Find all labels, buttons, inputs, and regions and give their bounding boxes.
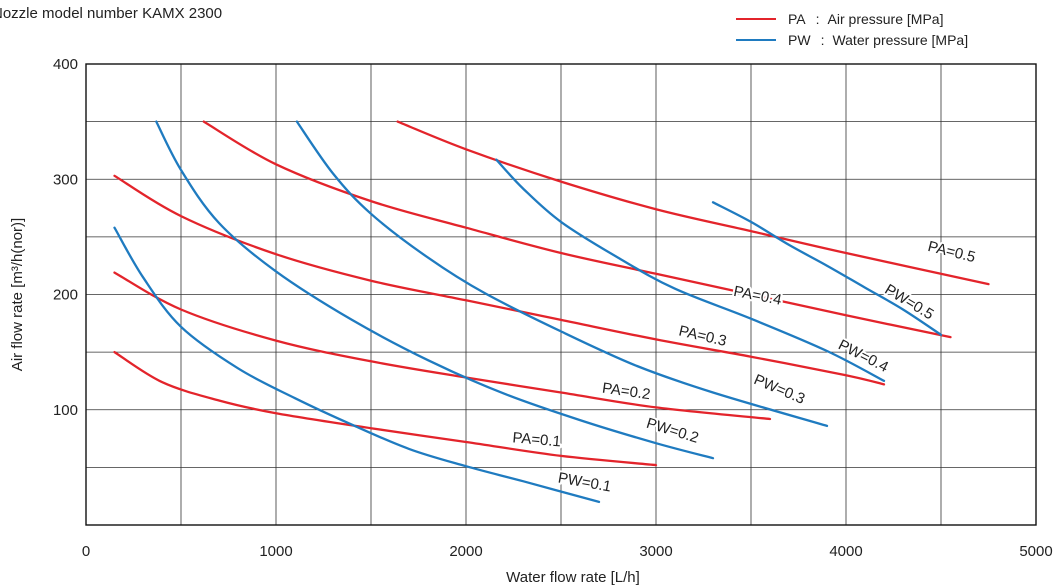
series-line-pw-0-1 [113, 226, 601, 504]
y-axis-label: Air flow rate [m³/h(nor)] [9, 218, 26, 371]
legend-code-pa: PA [788, 10, 806, 27]
y-tick-label: 100 [53, 402, 78, 419]
y-tick-label: 400 [53, 56, 78, 73]
series-line-pa-0-1 [113, 350, 658, 467]
x-tick-label: 0 [82, 543, 90, 560]
curve-label-pw-0-3: PW=0.3 [751, 371, 807, 408]
legend-desc-pw: Water pressure [MPa] [832, 31, 969, 48]
series-line-pw-0-3 [295, 120, 829, 428]
legend-swatch-pw [736, 38, 776, 41]
x-tick-label: 5000 [1019, 543, 1052, 560]
series-line-pa-0-5 [396, 120, 990, 286]
legend-sep-pw: : [820, 31, 825, 48]
series-line-pw-0-4 [495, 158, 886, 383]
series-line-pa-0-2 [113, 271, 772, 421]
y-tick-label: 200 [53, 287, 78, 304]
curve-label-pa-0-5: PA=0.5 [926, 238, 977, 266]
plot-frame [85, 63, 1037, 526]
series-line-pw-0-2 [155, 120, 715, 460]
legend: PA : Air pressure [MPa] PW : Water press… [736, 8, 968, 50]
legend-item-pa: PA : Air pressure [MPa] [736, 8, 968, 29]
series-line-pw-0-5 [711, 201, 943, 336]
legend-code-pw: PW [788, 31, 811, 48]
legend-desc-pa: Air pressure [MPa] [827, 10, 944, 27]
curve-label-pa-0-4: PA=0.4 [732, 283, 783, 309]
series-line-pa-0-3 [113, 174, 886, 386]
chart-title: Nozzle model number KAMX 2300 [0, 5, 223, 22]
series-line-pa-0-4 [202, 120, 952, 339]
legend-swatch-pa [736, 17, 776, 20]
x-tick-label: 3000 [639, 543, 672, 560]
x-tick-label: 1000 [259, 543, 292, 560]
legend-item-pw: PW : Water pressure [MPa] [736, 29, 968, 50]
legend-sep-pa: : [815, 10, 820, 27]
y-tick-label: 300 [53, 171, 78, 188]
x-tick-label: 2000 [449, 543, 482, 560]
x-axis-label: Water flow rate [L/h] [506, 569, 640, 586]
curve-label-pa-0-1: PA=0.1 [512, 429, 562, 450]
x-tick-label: 4000 [829, 543, 862, 560]
